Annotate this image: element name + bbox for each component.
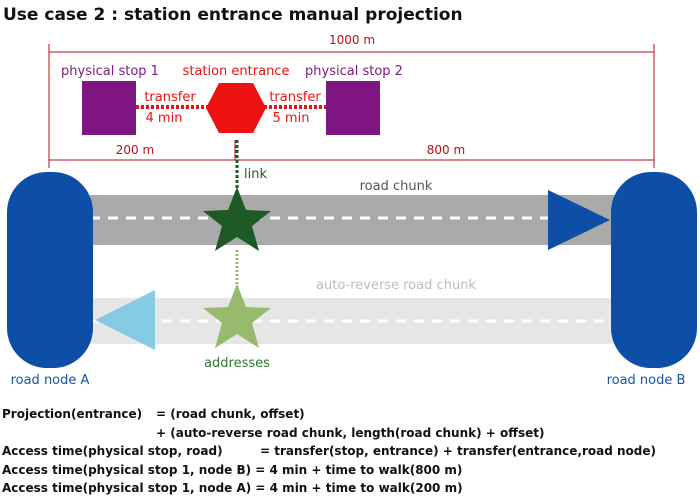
access-time-value: = transfer(stop, entrance) + transfer(en…: [260, 444, 657, 459]
transfer-right-label: transfer: [269, 90, 321, 105]
total-distance-label: 1000 m: [329, 33, 375, 47]
dimension-lines: [48, 44, 655, 168]
physical-stop-2: [326, 81, 380, 135]
formula-row-3: Access time(physical stop, road) = trans…: [2, 442, 698, 461]
station-entrance-hexagon: [206, 83, 266, 133]
road-chunk: [90, 195, 625, 245]
projection-value: = (road chunk, offset): [156, 407, 305, 421]
transfer-right-time: 5 min: [273, 111, 310, 126]
projection-continuation: + (auto-reverse road chunk, length(road …: [156, 425, 545, 440]
formulas-block: Projection(entrance) = (road chunk, offs…: [2, 405, 698, 498]
road-node-b-label: road node B: [607, 373, 686, 388]
forward-direction-arrow: [548, 190, 610, 250]
physical-stop-1: [82, 81, 136, 135]
reverse-direction-arrow: [95, 290, 155, 350]
reverse-road-label: auto-reverse road chunk: [316, 278, 476, 293]
access-time-node-b: Access time(physical stop 1, node B) = 4…: [2, 462, 463, 477]
formula-row-4: Access time(physical stop 1, node B) = 4…: [2, 461, 698, 480]
diagram-canvas: Use case 2 : station entrance manual pro…: [3, 5, 697, 388]
link-label: link: [244, 167, 267, 182]
road-node-a: [7, 172, 93, 368]
left-distance-label: 200 m: [116, 143, 154, 157]
transfer-left-time: 4 min: [146, 111, 183, 126]
projection-term: Projection(entrance): [2, 407, 143, 421]
formula-row-1: Projection(entrance) = (road chunk, offs…: [2, 405, 698, 424]
addresses-projection-star: [203, 284, 271, 348]
road-chunk-label: road chunk: [360, 179, 433, 194]
formula-row-2: + (auto-reverse road chunk, length(road …: [2, 424, 698, 443]
formula-row-5: Access time(physical stop 1, node A) = 4…: [2, 479, 698, 498]
access-time-term: Access time(physical stop, road): [2, 444, 223, 459]
transfer-left-label: transfer: [144, 90, 196, 105]
right-distance-label: 800 m: [427, 143, 465, 157]
page-title: Use case 2 : station entrance manual pro…: [3, 5, 463, 25]
road-node-a-label: road node A: [11, 373, 90, 388]
entrance-label: station entrance: [183, 64, 290, 79]
stop1-label: physical stop 1: [61, 64, 159, 79]
stop2-label: physical stop 2: [305, 64, 403, 79]
road-node-b: [611, 172, 697, 368]
reverse-road-chunk: [90, 298, 625, 344]
entrance-projection-star: [203, 187, 271, 251]
addresses-label: addresses: [204, 356, 270, 371]
access-time-node-a: Access time(physical stop 1, node A) = 4…: [2, 481, 463, 496]
